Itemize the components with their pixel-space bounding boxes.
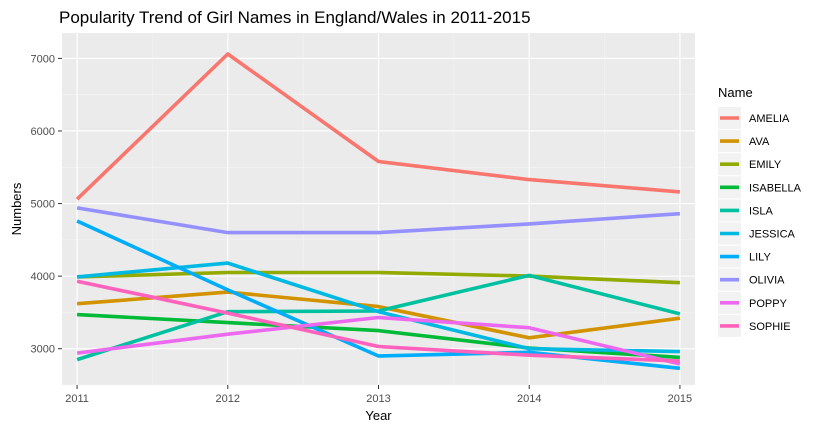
x-tick-label: 2013 bbox=[366, 393, 390, 405]
legend-label-olivia: OLIVIA bbox=[749, 275, 785, 287]
series-line-olivia bbox=[76, 206, 681, 235]
chart-title: Popularity Trend of Girl Names in Englan… bbox=[59, 8, 531, 27]
legend-label-ava: AVA bbox=[749, 136, 770, 148]
legend-label-sophie: SOPHIE bbox=[749, 321, 791, 333]
legend-title: Name bbox=[718, 85, 753, 100]
x-tick-label: 2011 bbox=[65, 393, 89, 405]
y-tick-label: 7000 bbox=[31, 53, 55, 65]
x-axis-title: Year bbox=[365, 408, 392, 423]
series-line-poppy bbox=[76, 315, 681, 366]
legend-label-lily: LILY bbox=[749, 252, 771, 264]
series-line-emily bbox=[77, 270, 680, 285]
legend-label-poppy: POPPY bbox=[749, 298, 788, 310]
y-tick-label: 3000 bbox=[31, 344, 55, 356]
x-tick-label: 2015 bbox=[668, 393, 692, 405]
y-tick-label: 5000 bbox=[31, 199, 55, 211]
legend-label-isabella: ISABELLA bbox=[749, 182, 802, 194]
legend: Name AMELIA AVA EMILY ISABELLA ISLA JESSICA LI… bbox=[718, 85, 802, 337]
x-tick-label: 2014 bbox=[517, 393, 541, 405]
series-line-ava bbox=[76, 290, 681, 340]
y-tick-label: 6000 bbox=[31, 126, 55, 138]
legend-label-isla: ISLA bbox=[749, 205, 774, 217]
legend-label-amelia: AMELIA bbox=[749, 113, 790, 125]
y-axis-title: Numbers bbox=[9, 182, 24, 235]
series-line-sophie bbox=[76, 279, 680, 363]
x-tick-label: 2012 bbox=[216, 393, 240, 405]
legend-label-jessica: JESSICA bbox=[749, 229, 796, 241]
legend-label-emily: EMILY bbox=[749, 159, 782, 171]
y-tick-label: 4000 bbox=[31, 271, 55, 283]
series-line-amelia bbox=[75, 52, 681, 201]
